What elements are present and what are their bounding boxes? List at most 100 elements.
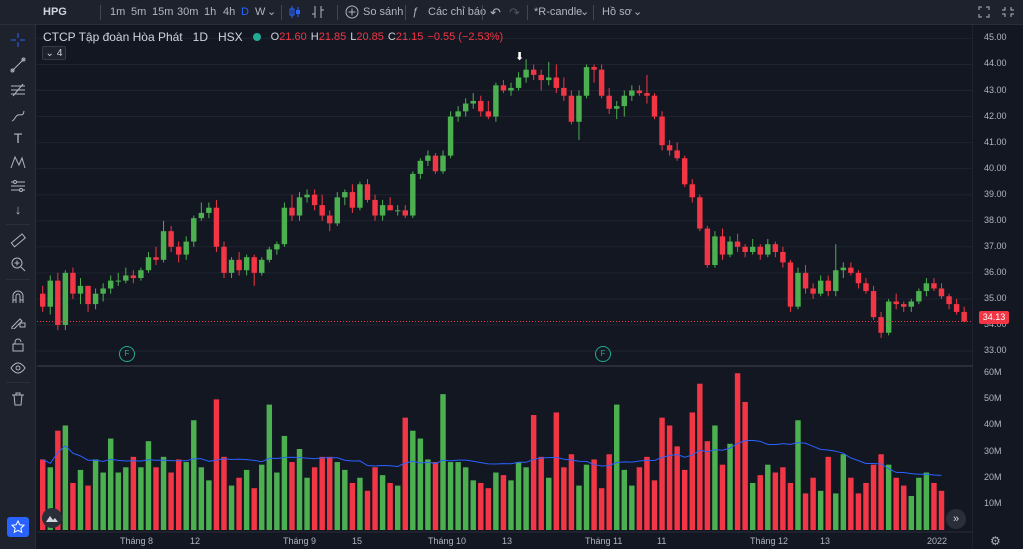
volume-bar xyxy=(795,420,801,530)
candle-body xyxy=(938,288,945,297)
volume-bar xyxy=(432,462,439,530)
volume-bar xyxy=(221,456,227,530)
volume-bar xyxy=(425,459,431,530)
text-icon[interactable]: T xyxy=(13,130,23,146)
candle-body xyxy=(447,116,454,156)
magnet-icon[interactable] xyxy=(8,288,28,306)
redo-icon[interactable]: ↷ xyxy=(509,5,520,20)
volume-bar xyxy=(417,438,424,530)
profile-chevron-icon[interactable]: ⌄ xyxy=(633,6,643,18)
interval-1m[interactable]: 1m xyxy=(110,6,126,18)
legend-name: CTCP Tập đoàn Hòa Phát xyxy=(43,30,183,44)
indicators-button[interactable]: Các chỉ báo xyxy=(428,6,487,18)
arrow-down-marker-icon: ⬇ xyxy=(515,51,525,63)
price-tick-label: 40.00 xyxy=(984,162,1007,173)
template-button[interactable]: *R-candle xyxy=(534,6,583,18)
earnings-mark[interactable]: F xyxy=(595,346,611,362)
zoom-in-icon[interactable] xyxy=(8,255,28,273)
forecast-icon[interactable] xyxy=(8,177,28,195)
candle-body xyxy=(40,293,46,307)
candle-body xyxy=(855,272,862,284)
star-icon[interactable] xyxy=(7,517,29,537)
toolbar-divider xyxy=(593,5,594,20)
volume-bar xyxy=(266,404,273,530)
eye-icon[interactable] xyxy=(8,359,28,377)
snapshot-icon[interactable] xyxy=(1002,0,1014,25)
volume-bar xyxy=(712,425,718,530)
volume-bar xyxy=(697,383,703,530)
lock-icon[interactable] xyxy=(8,336,28,354)
pattern-icon[interactable] xyxy=(8,153,28,171)
volume-bar xyxy=(508,480,514,530)
indicators-toggle-button[interactable]: ⌄ 4 xyxy=(42,46,66,60)
ruler-icon[interactable] xyxy=(8,231,28,249)
compare-button[interactable]: So sánh xyxy=(363,6,404,18)
volume-bar xyxy=(621,469,628,530)
scroll-to-realtime-icon[interactable]: » xyxy=(946,509,966,529)
time-tick-label: 13 xyxy=(502,536,513,546)
volume-bar xyxy=(870,464,877,530)
arrow-down-icon[interactable]: ↓ xyxy=(14,201,22,217)
volume-bar xyxy=(780,467,786,530)
volume-bar xyxy=(583,464,590,530)
interval-4h[interactable]: 4h xyxy=(223,6,236,18)
profile-button[interactable]: Hồ sơ xyxy=(602,6,632,18)
chart-style-icon[interactable] xyxy=(311,0,325,25)
trash-icon[interactable] xyxy=(8,390,28,408)
interval-30m[interactable]: 30m xyxy=(177,6,199,18)
price-tick-label: 45.00 xyxy=(984,32,1007,43)
candle-body xyxy=(425,155,431,161)
candle-body xyxy=(153,257,159,260)
toolbar-divider xyxy=(6,279,30,280)
interval-1h[interactable]: 1h xyxy=(204,6,217,18)
compare-plus-icon[interactable] xyxy=(345,0,359,25)
lock-drawing-icon[interactable] xyxy=(8,312,28,330)
candle-body xyxy=(228,259,235,273)
candle-body xyxy=(765,244,771,255)
candle-body xyxy=(485,111,492,117)
volume-bar xyxy=(206,480,212,530)
candle-body xyxy=(916,291,922,302)
candle-body xyxy=(840,267,847,271)
fib-icon[interactable] xyxy=(8,81,28,99)
candle-body xyxy=(206,207,212,213)
volume-bar xyxy=(765,464,771,530)
settings-gear-icon[interactable]: ⚙ xyxy=(990,534,1001,548)
volume-bar xyxy=(311,467,318,530)
candle-body xyxy=(885,301,892,333)
brush-icon[interactable] xyxy=(8,106,28,124)
time-tick-label: 12 xyxy=(190,536,201,546)
interval-chevron-icon[interactable]: ⌄ xyxy=(267,6,277,18)
candle-body xyxy=(410,173,416,216)
price-axis[interactable] xyxy=(973,25,1023,549)
volume-bar xyxy=(719,464,726,530)
toolbar-divider xyxy=(6,382,30,383)
volume-bar xyxy=(62,425,69,530)
crosshair-icon[interactable] xyxy=(8,31,28,49)
indicators-icon[interactable]: ƒ xyxy=(412,6,419,18)
candle-body xyxy=(160,231,167,260)
interval-d[interactable]: D xyxy=(241,6,249,18)
volume-bar xyxy=(598,488,605,530)
price-tick-label: 41.00 xyxy=(984,136,1007,147)
legend-low-value: 20.85 xyxy=(356,31,384,43)
candle-body xyxy=(62,272,69,325)
earnings-mark[interactable]: F xyxy=(119,346,135,362)
interval-15m[interactable]: 15m xyxy=(152,6,174,18)
logo-icon[interactable] xyxy=(42,508,62,528)
undo-icon[interactable]: ↶ xyxy=(490,5,501,20)
legend-exchange: HSX xyxy=(217,30,243,44)
volume-bar xyxy=(349,482,356,530)
candle-body xyxy=(931,283,937,289)
symbol-search[interactable]: HPG xyxy=(43,6,67,18)
interval-w[interactable]: W xyxy=(255,6,266,18)
interval-5m[interactable]: 5m xyxy=(131,6,147,18)
candle-type-icon[interactable] xyxy=(289,0,301,25)
trend-line-icon[interactable] xyxy=(8,56,28,74)
volume-bar xyxy=(802,493,809,530)
fullscreen-icon[interactable] xyxy=(978,0,990,25)
volume-bar xyxy=(138,467,144,530)
legend-close-value: 21.15 xyxy=(395,31,424,43)
template-chevron-icon[interactable]: ⌄ xyxy=(580,6,590,18)
